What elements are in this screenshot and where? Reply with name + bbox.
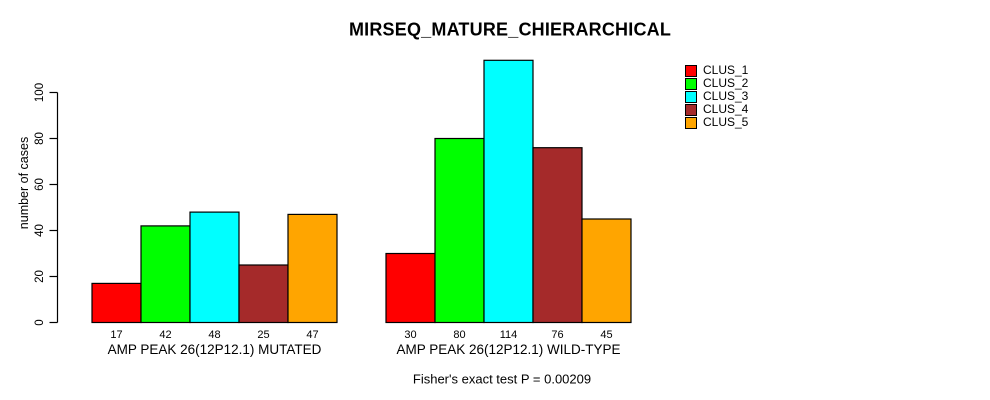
group-label: AMP PEAK 26(12P12.1) WILD-TYPE	[396, 342, 620, 357]
legend-item: CLUS_1	[685, 64, 748, 77]
legend-label: CLUS_5	[703, 115, 749, 129]
bar-value-label: 42	[159, 329, 171, 341]
bar-clus_5-group1	[287, 213, 338, 324]
y-tick-label: 20	[34, 270, 46, 283]
bar-clus_2-group2	[434, 137, 485, 324]
legend-item: CLUS_4	[685, 103, 748, 116]
bar-value-label: 47	[306, 329, 318, 341]
legend-swatch	[685, 103, 697, 116]
y-tick-label: 0	[34, 319, 46, 325]
bar-clus_3-group1	[189, 211, 240, 324]
legend-label: CLUS_1	[703, 63, 749, 77]
legend-swatch	[685, 116, 697, 129]
bar-clus_4-group1	[238, 264, 289, 324]
bar-clus_5-group2	[581, 218, 632, 324]
legend-item: CLUS_2	[685, 77, 748, 90]
y-tick-label: 80	[34, 132, 46, 145]
y-tick-label: 60	[34, 178, 46, 191]
legend: CLUS_1 CLUS_2 CLUS_3 CLUS_4 CLUS_5	[685, 64, 748, 129]
legend-item: CLUS_3	[685, 90, 748, 103]
legend-label: CLUS_2	[703, 76, 749, 90]
y-tick-label: 100	[34, 83, 46, 102]
annotation-text: Fisher's exact test P = 0.00209	[412, 371, 592, 387]
legend-swatch	[685, 64, 697, 77]
bar-value-label: 80	[453, 329, 465, 341]
legend-label: CLUS_4	[703, 102, 749, 116]
group-label: AMP PEAK 26(12P12.1) MUTATED	[108, 342, 322, 357]
bar-value-label: 45	[600, 329, 612, 341]
legend-label: CLUS_3	[703, 89, 749, 103]
bar-value-label: 76	[551, 329, 563, 341]
bar-value-label: 30	[404, 329, 416, 341]
bar-value-label: 17	[110, 329, 122, 341]
chart-title: MIRSEQ_MATURE_CHIERARCHICAL	[348, 19, 672, 40]
y-tick-label: 40	[34, 224, 46, 237]
bar-clus_3-group2	[483, 59, 534, 324]
bar-clus_1-group1	[91, 282, 142, 324]
legend-item: CLUS_5	[685, 116, 748, 129]
bar-value-label: 48	[208, 329, 220, 341]
bar-value-label: 25	[257, 329, 269, 341]
bar-clus_1-group2	[385, 252, 436, 324]
legend-swatch	[685, 90, 697, 103]
legend-swatch	[685, 77, 697, 90]
y-axis-title: number of cases	[17, 136, 31, 230]
bar-clus_2-group1	[140, 225, 191, 324]
bar-clus_4-group2	[532, 147, 583, 324]
bar-value-label: 114	[500, 329, 518, 341]
